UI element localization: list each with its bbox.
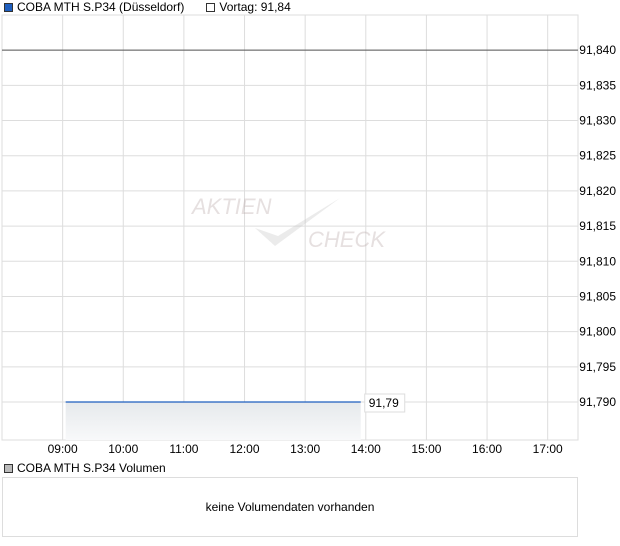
legend-prev: Vortag: 91,84 — [206, 0, 291, 14]
x-tick-label: 10:00 — [108, 442, 138, 456]
svg-text:CHECK: CHECK — [308, 227, 386, 252]
y-tick-label: 91,790 — [579, 395, 616, 409]
x-tick-label: 13:00 — [290, 442, 320, 456]
volume-swatch — [4, 463, 13, 473]
y-tick-label: 91,840 — [579, 43, 616, 57]
y-tick-label: 91,805 — [579, 289, 616, 303]
volume-panel: keine Volumendaten vorhanden — [2, 477, 578, 537]
volume-legend: COBA MTH S.P34 Volumen — [4, 461, 166, 475]
y-tick-label: 91,800 — [579, 325, 616, 339]
x-tick-label: 12:00 — [230, 442, 260, 456]
legend: COBA MTH S.P34 (Düsseldorf) Vortag: 91,8… — [4, 0, 291, 14]
x-tick-label: 17:00 — [533, 442, 563, 456]
y-tick-label: 91,835 — [579, 78, 616, 92]
x-tick-label: 09:00 — [48, 442, 78, 456]
series-swatch — [4, 2, 13, 12]
volume-message: keine Volumendaten vorhanden — [205, 500, 375, 514]
price-chart: 09:00 10:00 11:00 12:00 13:00 14:00 15:00 16:00… — [1, 14, 616, 456]
x-tick-label: 15:00 — [411, 442, 441, 456]
y-tick-label: 91,810 — [579, 254, 616, 268]
y-tick-label: 91,830 — [579, 114, 616, 128]
prev-swatch — [206, 2, 216, 12]
y-tick-label: 91,820 — [579, 184, 616, 198]
plot-area — [1, 14, 579, 441]
y-tick-label: 91,815 — [579, 219, 616, 233]
last-value-box — [364, 393, 406, 413]
x-tick-label: 11:00 — [169, 442, 198, 456]
y-tick-label: 91,795 — [579, 360, 616, 374]
watermark-logo: AKTIEN CHECK — [190, 194, 386, 252]
legend-series: COBA MTH S.P34 (Düsseldorf) — [4, 0, 184, 14]
legend-series-label: COBA MTH S.P34 (Düsseldorf) — [17, 0, 185, 14]
svg-text:AKTIEN: AKTIEN — [190, 194, 272, 219]
series-area — [65, 402, 361, 440]
x-tick-label: 16:00 — [472, 442, 502, 456]
last-value-label: 91,79 — [369, 396, 399, 410]
legend-prev-label: Vortag: 91,84 — [219, 0, 291, 14]
volume-legend-label: COBA MTH S.P34 Volumen — [17, 461, 166, 475]
y-tick-label: 91,825 — [579, 149, 616, 163]
x-tick-label: 14:00 — [351, 442, 381, 456]
